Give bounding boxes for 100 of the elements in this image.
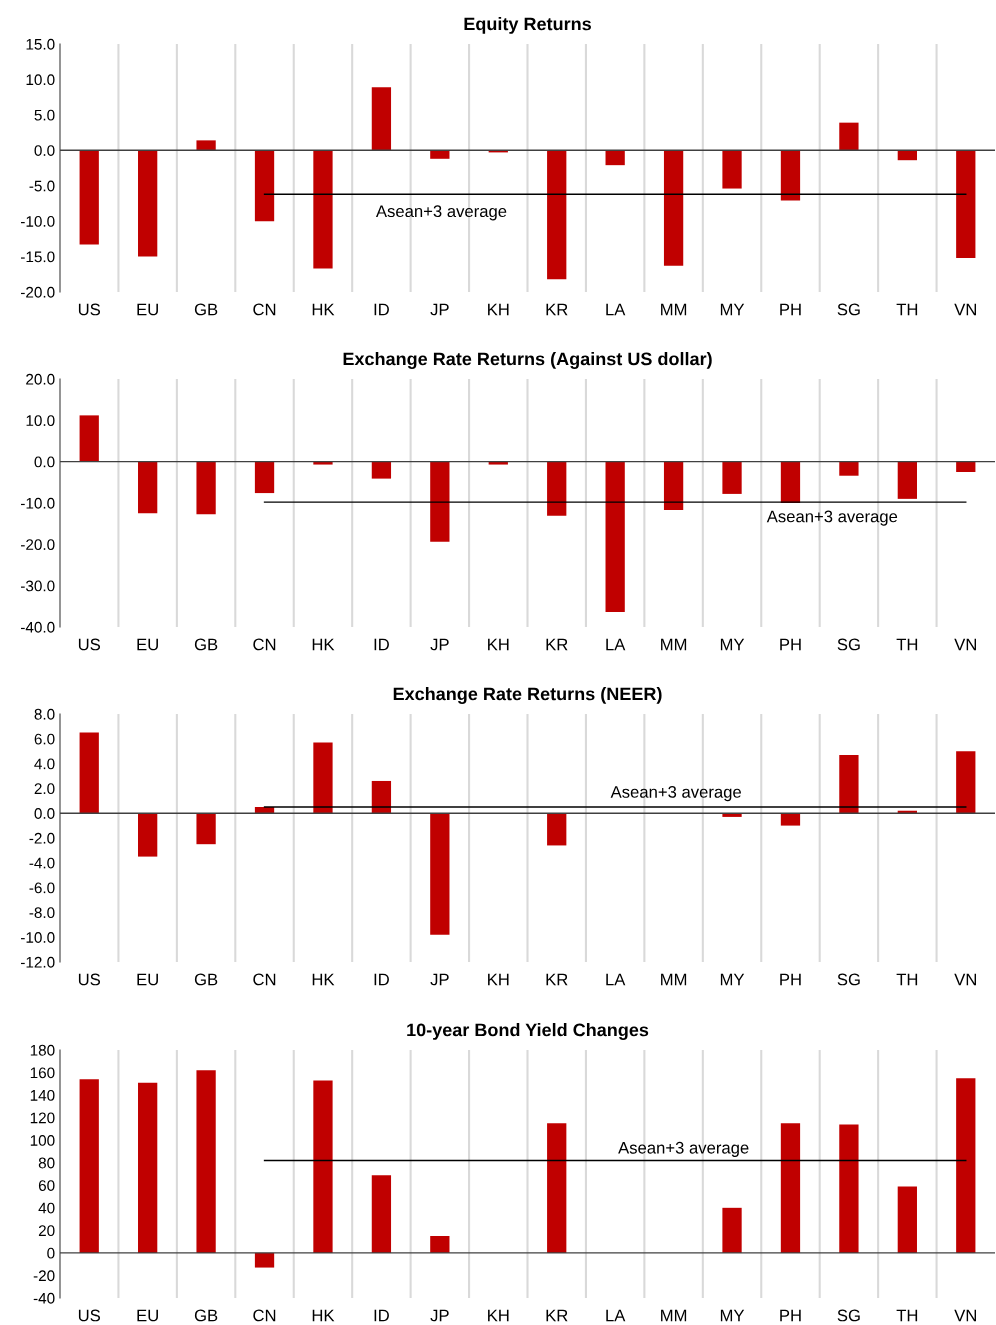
x-tick-label: MM [661, 973, 687, 986]
x-tick-label: LA [606, 638, 626, 651]
y-tick-label: 0.0 [34, 456, 55, 468]
x-tick-label: CN [253, 973, 276, 986]
x-tick-label: LA [606, 303, 626, 316]
x-tick-label: LA [606, 973, 626, 986]
bar [547, 150, 567, 280]
x-tick-label: ID [374, 638, 389, 651]
x-tick-label: KH [488, 973, 509, 986]
x-tick-label: ID [374, 1309, 389, 1322]
y-tick-label: -30.0 [21, 580, 55, 592]
bar [430, 1236, 450, 1253]
y-tick-label: 140 [30, 1089, 55, 1101]
y-tick-label: 100 [30, 1135, 55, 1146]
x-tick-label: SG [837, 1309, 860, 1322]
annotation: Asean+3 average [610, 786, 741, 802]
x-tick-label: JP [430, 1309, 449, 1322]
x-tick-label: EU [137, 638, 158, 651]
bar [196, 813, 216, 845]
x-tick-label: EU [137, 303, 158, 316]
y-tick-label: 8.0 [34, 708, 55, 720]
bar [839, 122, 859, 151]
y-tick-label: -10.0 [21, 932, 55, 943]
x-tick-label: GB [194, 638, 218, 651]
x-tick-label: TH [896, 1309, 918, 1322]
x-tick-label: US [78, 973, 101, 986]
bar [138, 150, 158, 257]
x-tick-label: SG [837, 973, 860, 986]
x-tick-label: VN [954, 973, 976, 986]
y-tick-label: 5.0 [34, 109, 55, 121]
y-tick-label: -20 [33, 1270, 55, 1282]
x-tick-label: CN [253, 638, 276, 651]
bar [371, 780, 392, 814]
y-tick-label: -10.0 [21, 497, 55, 509]
x-tick-label: TH [896, 973, 918, 986]
y-tick-label: 40 [38, 1202, 55, 1214]
x-tick-label: US [78, 638, 101, 651]
x-tick-label: MM [661, 303, 687, 316]
x-tick-label: KH [488, 1309, 509, 1322]
x-tick-label: VN [954, 303, 976, 316]
y-tick-label: -12.0 [21, 956, 55, 968]
bar [138, 813, 158, 857]
x-tick-label: VN [954, 1309, 976, 1322]
y-tick-label: 0.0 [34, 145, 55, 156]
y-tick-label: 0 [47, 1247, 55, 1259]
x-tick-label: LA [606, 1309, 626, 1322]
y-tick-label: -8.0 [29, 907, 55, 919]
bar [780, 813, 801, 826]
bar [79, 150, 99, 245]
chart-title: 10-year Bond Yield Changes [407, 1023, 649, 1040]
bar [313, 742, 333, 814]
y-tick-label: -5.0 [29, 180, 55, 192]
x-tick-label: GB [194, 973, 218, 986]
bar [254, 1252, 275, 1268]
y-tick-label: 20.0 [26, 373, 55, 385]
bar [196, 140, 216, 151]
bar [79, 1079, 99, 1253]
x-tick-label: JP [430, 638, 449, 651]
x-tick-label: GB [194, 1309, 218, 1322]
bar [371, 87, 392, 151]
bar [371, 1175, 392, 1253]
x-tick-label: MM [661, 638, 687, 651]
y-tick-label: 10.0 [26, 74, 55, 86]
y-tick-label: -4.0 [29, 857, 55, 869]
x-tick-label: US [78, 1309, 101, 1322]
bar [956, 751, 976, 814]
x-tick-label: MY [720, 1309, 745, 1322]
y-tick-label: 2.0 [34, 783, 55, 795]
bar [663, 150, 684, 266]
y-tick-label: -2.0 [29, 832, 55, 844]
x-tick-label: CN [253, 303, 276, 316]
annotation: Asean+3 average [618, 1141, 749, 1157]
y-tick-label: 160 [30, 1067, 55, 1079]
chart-title: Exchange Rate Returns (NEER) [393, 687, 662, 704]
y-tick-label: -10.0 [21, 216, 55, 227]
bar [547, 1123, 567, 1253]
bar [430, 150, 450, 159]
bar [79, 732, 99, 814]
x-tick-label: SG [837, 638, 860, 651]
x-tick-label: US [78, 303, 101, 316]
x-tick-label: KH [488, 638, 509, 651]
x-tick-label: MY [720, 973, 745, 986]
x-tick-label: PH [780, 638, 801, 651]
chart-title: Exchange Rate Returns (Against US dollar) [343, 352, 712, 369]
x-tick-label: ID [374, 303, 389, 316]
y-tick-label: 10.0 [26, 415, 55, 427]
y-tick-label: -15.0 [21, 251, 55, 263]
bar [956, 1078, 976, 1253]
x-tick-label: PH [780, 303, 801, 316]
y-tick-label: 6.0 [34, 733, 55, 745]
y-tick-label: 60 [38, 1180, 55, 1191]
x-tick-label: EU [137, 973, 158, 986]
bar [956, 150, 976, 258]
x-tick-label: HK [312, 973, 335, 986]
bar [254, 150, 275, 222]
x-tick-label: MY [720, 303, 745, 316]
bar [722, 1207, 742, 1253]
y-tick-label: -6.0 [29, 882, 55, 894]
bar [722, 150, 742, 189]
bar [196, 1070, 216, 1253]
